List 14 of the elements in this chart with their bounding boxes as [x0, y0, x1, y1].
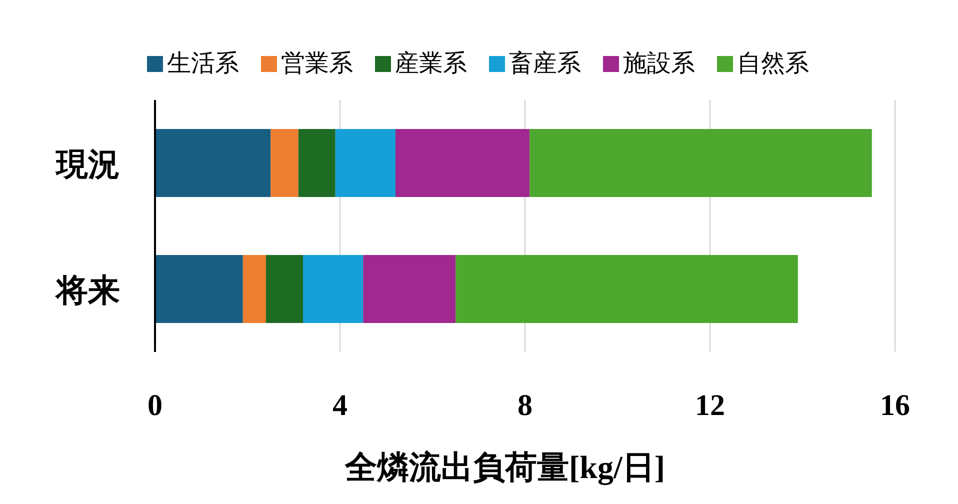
legend-label: 生活系 [167, 49, 239, 77]
x-tick-label: 12 [695, 389, 725, 422]
x-axis-title: 全燐流出負荷量[kg/日] [344, 449, 665, 486]
legend-label: 施設系 [623, 49, 695, 77]
y-tick-label: 現況 [55, 145, 120, 183]
x-tick-label: 16 [880, 389, 910, 422]
legend-label: 自然系 [737, 49, 809, 77]
legend-label: 産業系 [395, 49, 467, 77]
x-tick-label: 8 [518, 389, 532, 422]
x-tick-label: 4 [332, 389, 348, 422]
legend-label: 畜産系 [509, 49, 581, 77]
x-tick-label: 0 [148, 389, 162, 422]
y-tick-label: 将来 [54, 271, 120, 309]
legend-label: 営業系 [281, 49, 353, 77]
